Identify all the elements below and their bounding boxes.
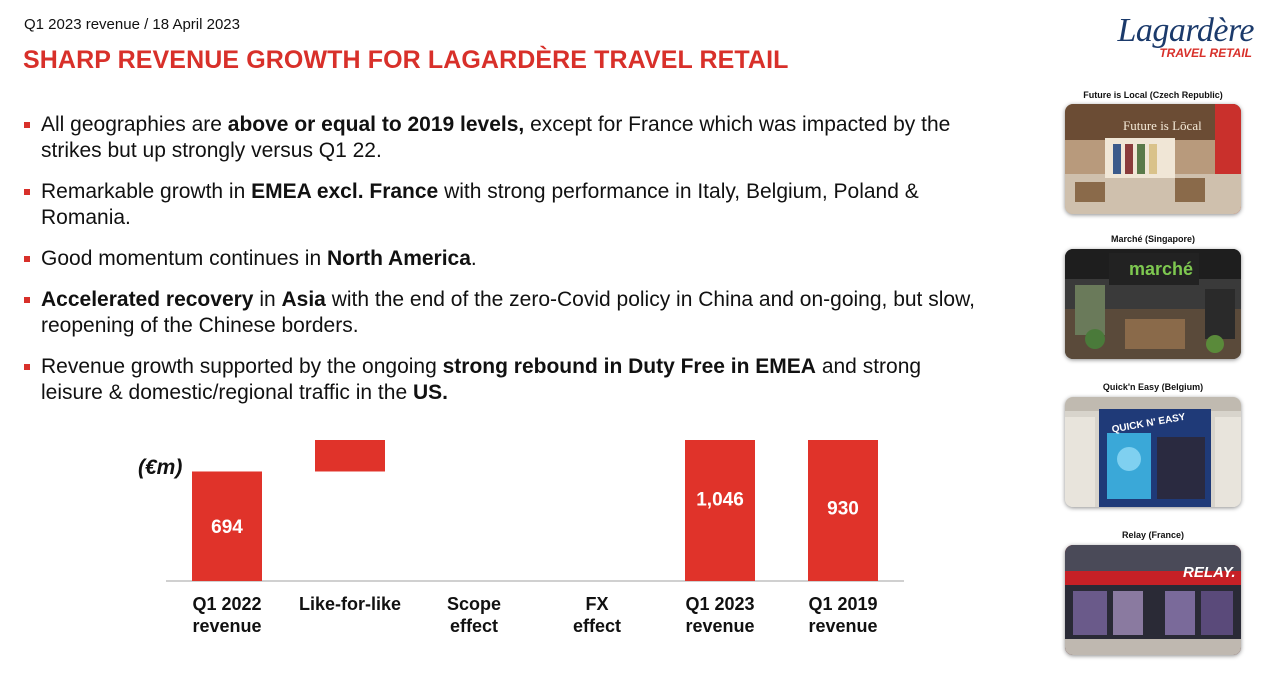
header-meta: Q1 2023 revenue / 18 April 2023 bbox=[24, 16, 240, 33]
bullet-text: . bbox=[470, 247, 477, 270]
bullet-text: Revenue growth supported by the ongoing bbox=[41, 355, 443, 378]
chart-value-label: 930 bbox=[827, 499, 859, 520]
bullet-text-bold: North America bbox=[326, 247, 471, 270]
chart-value-label: 694 bbox=[211, 517, 243, 538]
bullet-text-bold: above or equal to 2019 levels, bbox=[227, 113, 525, 136]
chart-category-label: Q1 2023 bbox=[685, 594, 754, 614]
thumb-caption-future-is-local: Future is Local (Czech Republic) bbox=[1083, 90, 1223, 100]
bullet-item: Good momentum continues in North America… bbox=[24, 246, 984, 272]
bullet-marker bbox=[24, 256, 30, 262]
bullet-item: Remarkable growth in EMEA excl. France w… bbox=[24, 179, 984, 231]
bullet-marker bbox=[24, 364, 30, 370]
chart-value-label: 1,046 bbox=[696, 489, 744, 510]
bullet-text: with strong performance in Italy, Belgiu… bbox=[41, 180, 919, 229]
marche-photo: marché bbox=[1065, 249, 1241, 359]
thumb-caption-marche: Marché (Singapore) bbox=[1110, 234, 1195, 244]
lagardere-logo: Lagardère TRAVEL RETAIL bbox=[1112, 12, 1258, 62]
chart-category-label: Q1 2022 bbox=[192, 594, 261, 614]
bullet-text: and strong leisure & domestic/regional t… bbox=[41, 355, 922, 404]
logo-subline: TRAVEL RETAIL bbox=[1159, 46, 1252, 60]
bullet-text: in bbox=[253, 288, 282, 311]
future-is-local-sign: Future is Lōcal bbox=[1123, 118, 1202, 133]
bullet-text-bold: US. bbox=[412, 381, 448, 404]
future-is-local-photo: Future is Lōcal bbox=[1065, 104, 1241, 214]
bullet-marker bbox=[24, 189, 30, 195]
logo-wordmark: Lagardère bbox=[1117, 12, 1254, 49]
bullet-text: except for France which was impacted by … bbox=[41, 113, 951, 162]
bullet-marker bbox=[24, 297, 30, 303]
slide-title: SHARP REVENUE GROWTH FOR LAGARDÈRE TRAVE… bbox=[23, 46, 789, 74]
bullet-item: Accelerated recovery in Asia with the en… bbox=[24, 287, 984, 339]
relay-sign: RELAY. bbox=[1183, 564, 1236, 581]
bullet-text-bold: Asia bbox=[281, 288, 326, 311]
bullet-text-bold: Accelerated recovery bbox=[41, 288, 254, 311]
chart-bar bbox=[315, 440, 385, 472]
chart-category-label: revenue bbox=[192, 616, 261, 636]
bullet-text: All geographies are bbox=[41, 113, 228, 136]
chart-unit-label: (€m) bbox=[138, 456, 183, 479]
thumb-caption-relay: Relay (France) bbox=[1121, 530, 1185, 540]
chart-bar bbox=[808, 440, 878, 581]
bullet-text-bold: strong rebound in Duty Free in EMEA bbox=[442, 355, 816, 378]
chart-category-label: revenue bbox=[685, 616, 754, 636]
chart-bar bbox=[685, 440, 755, 581]
chart-category-label: revenue bbox=[808, 616, 877, 636]
chart-category-label: effect bbox=[573, 616, 621, 636]
bullet-text: with the end of the zero-Covid policy in… bbox=[41, 288, 975, 337]
bullet-list: All geographies are above or equal to 20… bbox=[24, 112, 984, 421]
bullet-item: All geographies are above or equal to 20… bbox=[24, 112, 984, 164]
chart-category-label: effect bbox=[450, 616, 498, 636]
bullet-text: Remarkable growth in bbox=[41, 180, 252, 203]
chart-category-label: Q1 2019 bbox=[808, 594, 877, 614]
chart-category-label: Scope bbox=[447, 594, 501, 614]
bullet-text: Good momentum continues in bbox=[41, 247, 327, 270]
bullet-text-bold: EMEA excl. France bbox=[251, 180, 439, 203]
chart-category-label: FX bbox=[585, 594, 608, 614]
chart-category-label: Like-for-like bbox=[299, 594, 401, 614]
marche-sign: marché bbox=[1129, 259, 1193, 279]
bullet-item: Revenue growth supported by the ongoing … bbox=[24, 354, 984, 406]
relay-photo: RELAY. bbox=[1065, 545, 1241, 655]
thumb-caption-quick-n-easy: Quick'n Easy (Belgium) bbox=[1102, 382, 1204, 392]
quick-n-easy-photo: QUICK N' EASY bbox=[1065, 397, 1241, 507]
chart-bar bbox=[192, 471, 262, 581]
bullet-marker bbox=[24, 122, 30, 128]
